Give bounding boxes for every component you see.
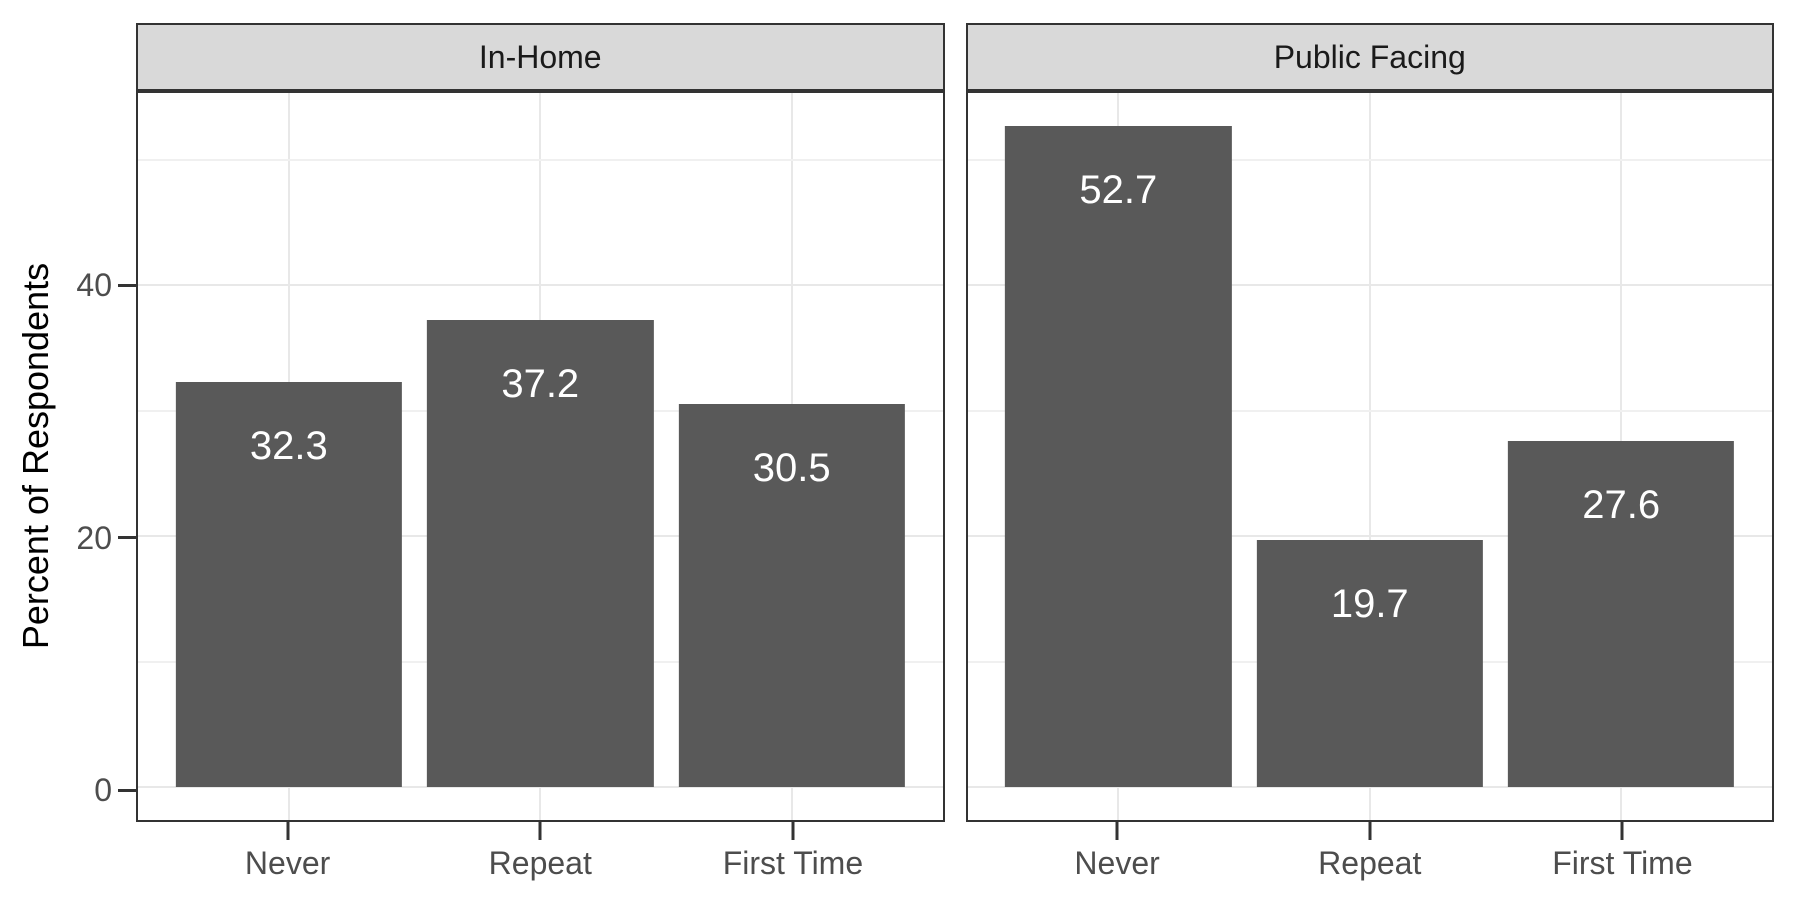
gridline-minor-y30 [967, 409, 1772, 412]
panel-plot-area: 52.7 19.7 27.6 [967, 93, 1772, 820]
x-tick-label-never: Never [1074, 845, 1160, 881]
panel-in-home: 32.3 37.2 30.5 [136, 91, 945, 822]
facet-public-facing: Public Facing 52.7 19.7 27.6 Never Repeat Firs… [965, 23, 1775, 897]
bar-value-label: 19.7 [1330, 581, 1409, 626]
x-tick-label-repeat: Repeat [488, 845, 592, 881]
y-tick-mark [118, 284, 136, 287]
bar-value-label: 27.6 [1582, 482, 1661, 527]
panel-public-facing: 52.7 19.7 27.6 [965, 91, 1774, 822]
bar-public-facing-first-time [1508, 440, 1735, 787]
facet-strip-in-home: In-Home [136, 23, 945, 91]
x-tick-label-first-time: First Time [1552, 845, 1693, 881]
x-tick-mark [1368, 822, 1372, 840]
bar-in-home-never [175, 381, 402, 787]
x-tick-mark [1115, 822, 1119, 840]
gridline-major-y40 [138, 284, 943, 287]
y-tick-mark [118, 789, 136, 792]
bar-value-label: 52.7 [1079, 168, 1158, 213]
x-tick-label-repeat: Repeat [1318, 845, 1422, 881]
bar-public-facing-repeat [1256, 539, 1483, 787]
bar-value-label: 32.3 [249, 423, 328, 468]
facet-panels: In-Home 32.3 37.2 30.5 Never Repeat First Time… [136, 23, 1774, 897]
x-tick-label-first-time: First Time [722, 845, 864, 881]
x-tick-mark [1620, 822, 1624, 840]
gridline-major-y20 [967, 535, 1772, 538]
x-axis-in-home: Never Repeat First Time [136, 822, 945, 897]
x-axis-public-facing: Never Repeat First Time [966, 822, 1775, 897]
y-tick-label-40: 40 [76, 267, 112, 303]
y-tick-label-0: 0 [94, 772, 112, 808]
gridline-major-y40 [967, 284, 1772, 287]
bar-value-label: 37.2 [501, 362, 580, 407]
gridline-vertical [1368, 93, 1371, 820]
x-tick-mark [286, 822, 290, 840]
facet-in-home: In-Home 32.3 37.2 30.5 Never Repeat First Time [136, 23, 945, 897]
facet-strip-label: In-Home [478, 38, 602, 75]
y-axis-title: Percent of Respondents [15, 262, 56, 650]
facet-strip-public-facing: Public Facing [965, 23, 1774, 91]
bar-value-label: 30.5 [752, 446, 831, 491]
x-tick-label-never: Never [244, 845, 331, 881]
facet-strip-label: Public Facing [1273, 38, 1466, 75]
y-tick-label-20: 20 [76, 520, 112, 556]
x-tick-mark [538, 822, 542, 840]
y-tick-mark [118, 536, 136, 539]
bar-public-facing-never [1005, 126, 1232, 787]
bar-in-home-repeat [427, 320, 654, 787]
bar-in-home-first-time [678, 404, 905, 787]
panel-plot-area: 32.3 37.2 30.5 [138, 93, 943, 820]
x-tick-mark [791, 822, 795, 840]
gridline-minor-y50 [138, 158, 943, 161]
gridline-minor-y50 [967, 158, 1772, 161]
